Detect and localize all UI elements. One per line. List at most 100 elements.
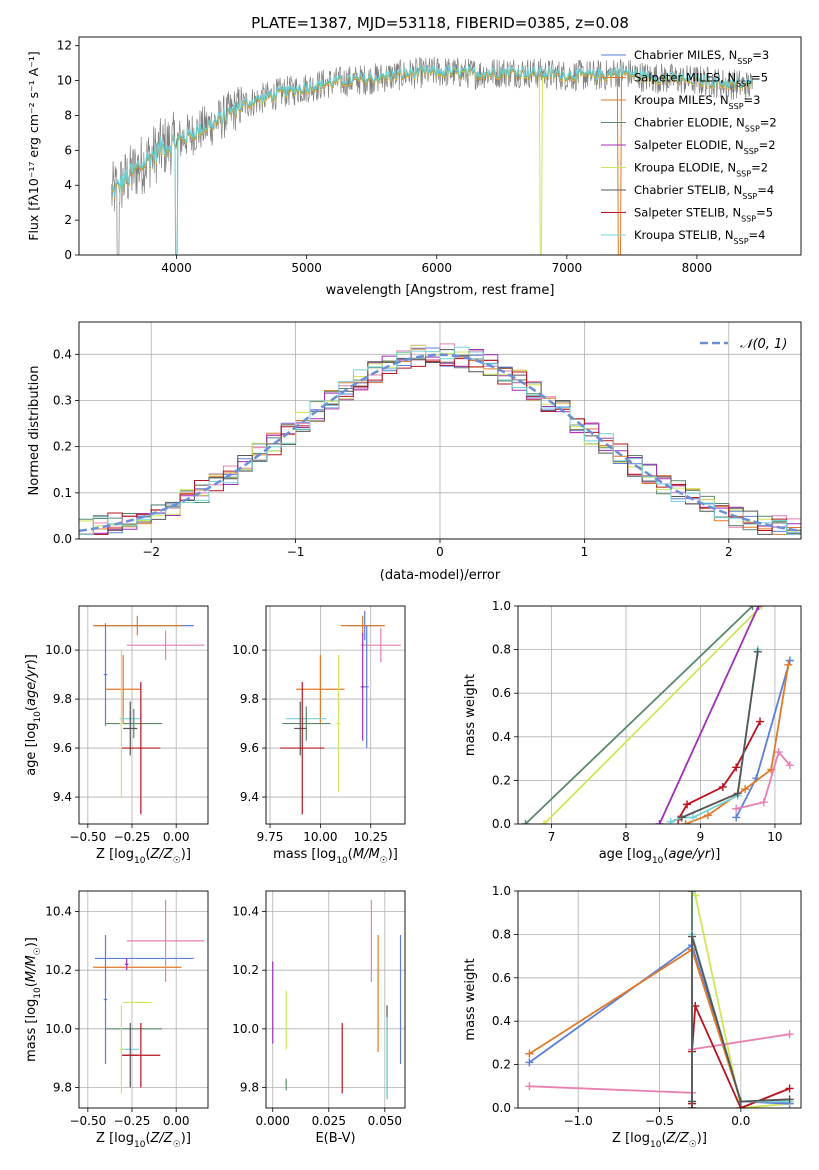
y-tick-label: 0.8 — [492, 927, 511, 941]
y-tick-label: 10.2 — [45, 963, 72, 977]
y-tick-label: 4 — [64, 178, 72, 192]
errorbar-point — [126, 630, 205, 660]
x-axis-label: wavelength [Angstrom, rest frame] — [326, 283, 555, 298]
x-tick-label: −0.25 — [114, 1114, 151, 1128]
y-tick-label: 10.0 — [232, 1022, 259, 1036]
residuals-plot-area — [79, 343, 801, 535]
weight-marker — [732, 804, 741, 813]
x-axis-label: age [log10(age/yr)] — [599, 847, 721, 866]
y-tick-label: 0.8 — [492, 643, 511, 657]
errorbar-point — [294, 701, 307, 756]
legend-entry: Chabrier STELIB, NSSP=4 — [634, 183, 774, 201]
panel-mass_vs_Z: −0.50 −0.25 0.00 9.8 10.0 10.2 10.4 Z [log10(Z/… — [24, 890, 209, 1150]
weight-marker — [756, 717, 765, 726]
x-tick-label: 4000 — [161, 261, 192, 275]
legend-entry: Salpeter MILES, NSSP=5 — [634, 71, 768, 89]
y-tick-label: 6 — [64, 143, 72, 157]
axes-frame — [78, 605, 209, 825]
weight-marker — [540, 820, 549, 824]
y-tick-label: 8 — [64, 108, 72, 122]
weight-marker — [733, 789, 742, 798]
weight-marker — [748, 606, 757, 610]
errorbar-point — [126, 899, 205, 982]
x-axis-label: E(B-V) — [315, 1131, 355, 1146]
weight-marker — [525, 1058, 534, 1067]
errorbar-point — [121, 681, 161, 815]
errorbar-point — [105, 654, 141, 724]
x-tick-label: −1 — [287, 545, 305, 559]
x-axis-label: Z [log10(Z/Z☉)] — [96, 1131, 191, 1150]
x-tick-label: 0.025 — [312, 1114, 346, 1128]
weight-line-chabrier_elodie — [524, 606, 754, 824]
x-axis-label: Z [log10(Z/Z☉)] — [612, 1131, 707, 1150]
y-tick-label: 0.2 — [492, 1058, 511, 1072]
weight-marker — [759, 798, 768, 807]
weight-marker — [689, 813, 698, 822]
y-tick-label: 9.8 — [240, 692, 259, 706]
y-tick-label: 9.8 — [53, 692, 72, 706]
y-tick-label: 1.0 — [492, 884, 511, 898]
x-tick-label: −1.0 — [564, 1114, 593, 1128]
axes-frame — [517, 890, 802, 1109]
spectrum-plot-area — [111, 56, 753, 255]
axes-frame — [265, 890, 406, 1109]
weight-marker — [688, 1097, 697, 1106]
y-tick-label: 10.0 — [45, 643, 72, 657]
weight-line-kroupa_elodie — [691, 891, 790, 1108]
y-tick-label: 9.8 — [53, 1080, 72, 1094]
axes-frame — [517, 605, 802, 825]
y-tick-label: 0.2 — [492, 773, 511, 787]
weight-marker — [732, 763, 741, 772]
y-tick-label: 0.3 — [53, 393, 72, 407]
errorbar-point — [119, 650, 124, 798]
weight-marker — [785, 1095, 794, 1104]
x-tick-label: 8 — [622, 830, 630, 844]
errorbar-point — [360, 628, 401, 663]
weight-marker — [785, 656, 794, 665]
weight-marker — [736, 1097, 745, 1106]
panel-age_vs_Z: −0.50 −0.25 0.00 9.4 9.6 9.8 10.0 Z [log10(Z/Z☉… — [24, 605, 209, 866]
errorbar-point — [364, 625, 369, 749]
errorbar-point — [296, 654, 345, 724]
y-tick-label: 10.4 — [232, 905, 259, 919]
axes-frame — [265, 605, 406, 825]
x-tick-label: 8000 — [682, 261, 713, 275]
weight-marker — [683, 800, 692, 809]
weight-marker — [784, 660, 793, 669]
panel-mass_vs_EBV: 0.000 0.025 0.050 9.8 10.0 10.2 10.4 E(B-V) — [232, 890, 406, 1146]
x-tick-label: −0.50 — [69, 1114, 106, 1128]
weight-marker — [753, 647, 762, 656]
y-axis-label: age [log10(age/yr)] — [24, 654, 43, 776]
legend-entry: Kroupa ELODIE, NSSP=2 — [634, 161, 768, 179]
x-tick-label: 10 — [767, 830, 782, 844]
x-tick-label: 0 — [436, 545, 444, 559]
age_vs_Z-plot-area — [93, 615, 205, 815]
weight_vs_Z-plot-area — [525, 891, 794, 1108]
spectrum-legend: Chabrier MILES, NSSP=3 Salpeter MILES, NS… — [601, 48, 777, 246]
y-tick-label: 0.4 — [492, 730, 511, 744]
errorbar-point — [123, 701, 138, 756]
panel-weight_vs_age: 7 8 9 10 0.0 0.2 0.4 0.6 0.8 1.0 age [log10(age/yr… — [463, 599, 802, 866]
weight-marker — [681, 820, 690, 824]
y-tick-label: 9.8 — [240, 1080, 259, 1094]
y-tick-label: 0.6 — [492, 971, 511, 985]
weight-marker — [655, 820, 664, 824]
mass_vs_EBV-plot-area — [272, 899, 402, 1100]
errorbar-point — [340, 615, 385, 636]
weight-line-kroupa_elodie — [543, 606, 763, 824]
errorbar-point — [360, 632, 365, 741]
residuals-legend: 𝒩(0, 1) — [700, 337, 787, 352]
legend-entry: 𝒩(0, 1) — [740, 337, 787, 352]
errorbar-point — [119, 1005, 124, 1094]
x-tick-label: −2 — [142, 545, 160, 559]
x-tick-label: 0.00 — [163, 1114, 190, 1128]
x-tick-label: 0.050 — [368, 1114, 402, 1128]
x-tick-label: 6000 — [421, 261, 452, 275]
x-tick-label: −0.25 — [114, 830, 151, 844]
errorbar-point — [93, 615, 182, 636]
y-tick-label: 0.6 — [492, 686, 511, 700]
panel-age_vs_mass: 9.75 10.00 10.25 9.4 9.6 9.8 10.0 mass [log10(M… — [232, 605, 406, 866]
y-axis-label: Normed distribution — [27, 366, 42, 496]
